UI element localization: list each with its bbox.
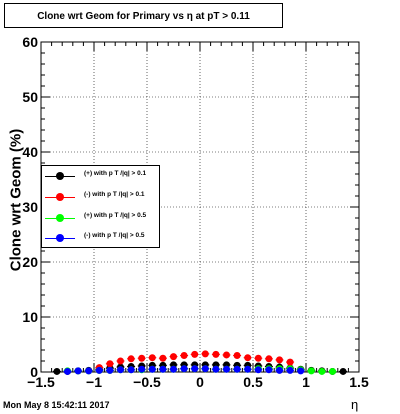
data-point — [170, 365, 177, 373]
x-tick-label: −1.5 — [27, 374, 55, 390]
data-point — [265, 355, 273, 363]
data-point — [53, 367, 61, 375]
data-point — [127, 355, 135, 363]
data-point — [191, 365, 199, 373]
data-point — [191, 350, 199, 358]
series-1 — [95, 350, 295, 372]
data-point — [276, 356, 283, 364]
data-point — [265, 366, 273, 374]
legend-marker — [56, 234, 64, 242]
data-point — [212, 365, 220, 373]
data-point — [106, 360, 114, 368]
data-point — [170, 353, 177, 361]
data-point — [138, 365, 146, 373]
data-points — [52, 350, 348, 375]
data-point — [254, 354, 262, 362]
y-axis-label: Clone wrt Geom (%) — [7, 128, 25, 272]
data-point — [180, 365, 188, 373]
legend-entry-neg-05: (-) with p T /|q| > 0.5 — [42, 228, 159, 248]
y-tick-label: 20 — [22, 254, 38, 270]
x-tick-label: 1.5 — [349, 374, 369, 390]
legend-marker — [56, 172, 64, 180]
y-tick-label: 0 — [30, 364, 38, 380]
data-point — [223, 365, 230, 373]
y-tick-label: 30 — [22, 199, 38, 215]
legend-entry-neg-01: (-) with p T /|q| > 0.1 — [42, 187, 159, 207]
data-point — [339, 367, 347, 375]
data-point — [74, 367, 82, 375]
legend-entry-pos-01: (+) with p T /|q| > 0.1 — [42, 166, 159, 186]
data-point — [201, 350, 209, 358]
data-point — [106, 366, 114, 374]
data-point — [64, 367, 71, 375]
data-point — [180, 352, 188, 359]
x-tick-label: 0.5 — [243, 374, 263, 390]
data-point — [244, 365, 252, 373]
data-point — [286, 358, 294, 366]
y-tick-label: 10 — [22, 309, 38, 325]
legend-marker — [56, 193, 64, 201]
data-point — [297, 367, 305, 375]
data-point — [244, 354, 252, 362]
timestamp: Mon May 8 15:42:11 2017 — [3, 400, 110, 410]
data-point — [276, 366, 283, 374]
axes: −1.5 −1 −0.5 0 0.5 1 1.5 0 10 20 30 40 50 60 — [22, 34, 369, 390]
x-tick-label: 1 — [302, 374, 310, 390]
y-tick-label: 60 — [22, 34, 38, 50]
data-point — [148, 354, 156, 362]
x-axis-label: η — [351, 397, 359, 412]
data-point — [117, 357, 124, 365]
data-point — [318, 367, 326, 375]
data-point — [95, 366, 103, 374]
data-point — [138, 354, 146, 362]
data-point — [329, 367, 336, 375]
legend-label: (-) with p T /|q| > 0.5 — [84, 232, 145, 239]
data-point — [159, 365, 167, 373]
data-point — [148, 365, 156, 373]
data-point — [85, 367, 93, 375]
data-point — [223, 351, 230, 359]
x-tick-label: −1 — [86, 374, 102, 390]
data-point — [117, 366, 124, 374]
legend-label: (+) with p T /|q| > 0.5 — [84, 212, 147, 219]
data-point — [159, 354, 167, 362]
data-point — [201, 365, 209, 373]
data-point — [286, 366, 294, 374]
legend-label: (-) with p T /|q| > 0.1 — [84, 191, 145, 198]
data-point — [307, 367, 315, 375]
data-point — [212, 350, 220, 358]
y-tick-label: 40 — [22, 144, 38, 160]
x-tick-label: 0 — [196, 374, 204, 390]
y-tick-label: 50 — [22, 89, 38, 105]
data-point — [127, 366, 135, 374]
legend: (+) with p T /|q| > 0.1 (-) with p T /|q… — [41, 165, 160, 248]
data-point — [233, 352, 241, 359]
data-point — [254, 366, 262, 374]
data-point — [233, 365, 241, 373]
legend-label: (+) with p T /|q| > 0.1 — [84, 170, 147, 177]
legend-entry-pos-05: (+) with p T /|q| > 0.5 — [42, 208, 159, 228]
x-tick-label: −0.5 — [133, 374, 161, 390]
chart-title: Clone wrt Geom for Primary vs η at pT > … — [4, 3, 283, 28]
legend-marker — [56, 214, 64, 222]
series-3 — [63, 365, 305, 375]
